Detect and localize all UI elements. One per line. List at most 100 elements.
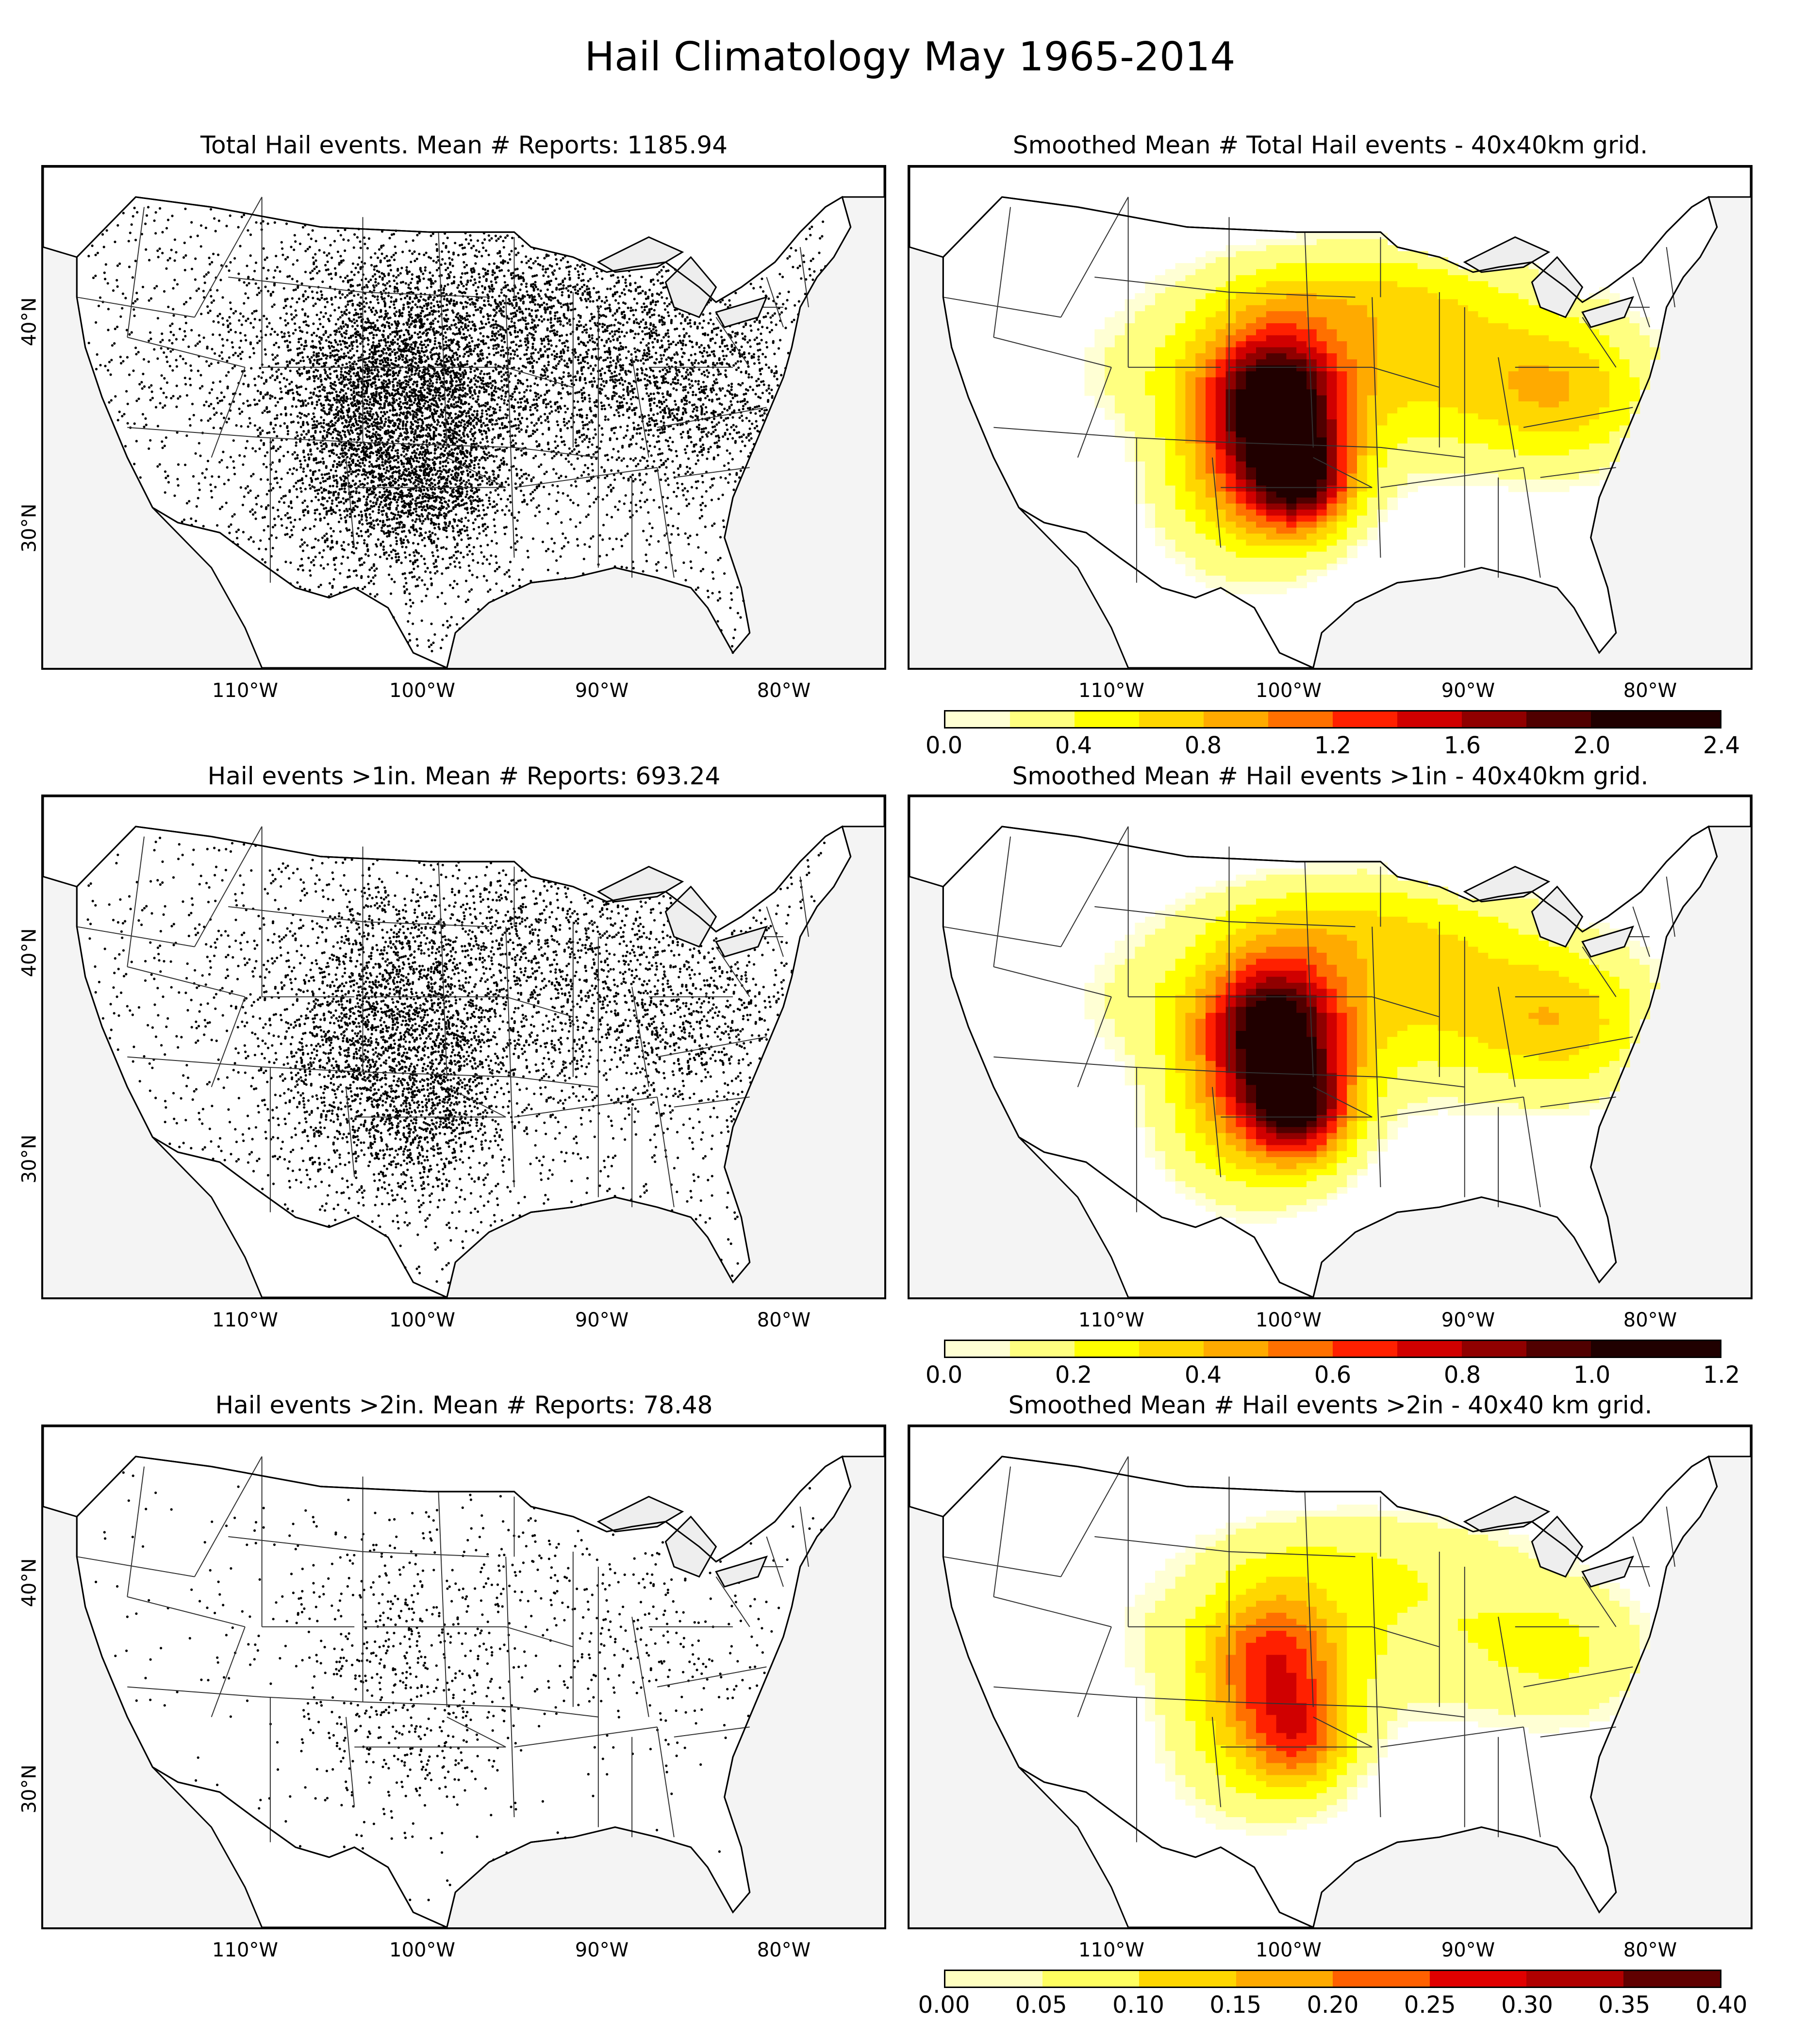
state-border <box>715 317 750 368</box>
state-border <box>631 1617 649 1717</box>
state-border <box>1211 1087 1222 1177</box>
state-border <box>211 996 246 1087</box>
state-border <box>1582 946 1617 997</box>
colorbar-tick-label: 0.00 <box>895 1991 993 2019</box>
state-border <box>1523 1036 1633 1058</box>
colorbar-segment <box>1655 1341 1720 1357</box>
colorbar-segment <box>1429 1971 1526 1987</box>
state-border <box>943 926 1061 947</box>
colorbar-segment <box>1462 1341 1526 1357</box>
state-border <box>211 367 246 458</box>
state-border <box>1523 407 1633 428</box>
lon-label: 100°W <box>374 1309 471 1331</box>
state-border <box>127 1596 246 1627</box>
lon-label: 80°W <box>1602 679 1699 702</box>
map-2in-smooth <box>908 1425 1753 1929</box>
state-border <box>447 1086 506 1118</box>
state-border <box>514 1706 598 1718</box>
colorbar-tick-label: 0.05 <box>993 1991 1090 2019</box>
state-border <box>657 1036 767 1058</box>
map-canvas <box>910 796 1751 1297</box>
state-border <box>194 1456 263 1577</box>
state-border <box>345 1717 355 1807</box>
lon-label: 80°W <box>735 679 832 702</box>
state-border <box>993 1056 1128 1068</box>
state-border <box>77 926 195 947</box>
colorbar-segment <box>1268 1341 1333 1357</box>
colorbar-tick-label: 2.4 <box>1673 732 1770 759</box>
colorbar-tick-label: 0.2 <box>1025 1361 1122 1389</box>
state-border <box>1060 826 1129 947</box>
colorbar-tick-label: 1.0 <box>1543 1361 1640 1389</box>
state-border <box>514 467 658 488</box>
state-border <box>1523 1097 1541 1208</box>
state-border <box>657 1666 767 1688</box>
state-border <box>1077 996 1112 1087</box>
smoothed-density-field <box>1084 233 1660 595</box>
colorbar-segment <box>1623 1971 1720 1987</box>
colorbar-segment <box>1010 712 1075 727</box>
state-border <box>993 336 1112 368</box>
lat-label-30n-row1: 30°N <box>18 504 40 553</box>
state-border <box>127 1056 262 1068</box>
state-border <box>1077 367 1112 458</box>
state-border <box>438 232 447 447</box>
state-border <box>657 407 767 428</box>
state-border <box>1380 1076 1465 1088</box>
lon-label: 110°W <box>197 679 294 702</box>
colorbar-tick-label: 0.30 <box>1479 1991 1576 2019</box>
state-border <box>993 1596 1112 1627</box>
state-border <box>674 1726 750 1738</box>
coastline <box>942 1455 1718 1927</box>
state-border <box>194 826 263 947</box>
state-border <box>211 1626 246 1717</box>
coastline <box>942 825 1718 1297</box>
state-border <box>1632 906 1650 957</box>
lon-label: 100°W <box>374 679 471 702</box>
great-lake <box>715 925 768 958</box>
state-border <box>505 297 515 558</box>
state-border <box>228 906 363 922</box>
state-border <box>993 207 1011 338</box>
state-border <box>127 427 262 438</box>
hail-report-dots <box>87 206 827 654</box>
lon-label: 110°W <box>1063 679 1160 702</box>
state-border <box>438 862 447 1077</box>
lon-label: 110°W <box>1063 1939 1160 1961</box>
colorbar-tick-label: 0.15 <box>1187 1991 1284 2019</box>
state-border <box>1666 876 1675 937</box>
colorbar-tick-label: 0.35 <box>1576 1991 1673 2019</box>
state-border <box>1128 437 1229 443</box>
state-border <box>1304 1491 1314 1707</box>
lon-label: 100°W <box>1240 1939 1337 1961</box>
state-border <box>1498 357 1516 458</box>
figure-title: Hail Climatology May 1965-2014 <box>0 34 1820 80</box>
state-border <box>1632 1536 1650 1587</box>
colorbar-tick-label: 0.20 <box>1284 1991 1381 2019</box>
map-canvas <box>910 167 1751 668</box>
state-border <box>505 1626 574 1648</box>
coastline <box>76 1455 852 1927</box>
colorbar-tick-label: 0.0 <box>895 1361 993 1389</box>
colorbar-segment <box>1333 1341 1397 1357</box>
state-border <box>363 921 489 928</box>
state-border <box>1523 1727 1541 1838</box>
state-border <box>1128 1066 1229 1073</box>
colorbar-segment <box>945 1971 1042 1987</box>
lon-label: 90°W <box>1420 1309 1517 1331</box>
state-border <box>1372 996 1440 1018</box>
colorbar-tick-label: 0.4 <box>1025 732 1122 759</box>
colorbar-tick-label: 1.2 <box>1284 732 1381 759</box>
state-border <box>993 1686 1128 1698</box>
state-border <box>127 336 246 368</box>
colorbar-tick-label: 0.8 <box>1155 732 1252 759</box>
colorbar-segment <box>1204 712 1268 727</box>
colorbar-tick-label: 1.6 <box>1414 732 1511 759</box>
state-border <box>127 1466 145 1597</box>
state-border <box>993 427 1128 438</box>
map-1in-smooth <box>908 795 1753 1299</box>
state-border <box>1380 1096 1524 1118</box>
state-border <box>1632 277 1650 328</box>
state-border <box>1128 1696 1229 1703</box>
state-border <box>1372 297 1381 558</box>
